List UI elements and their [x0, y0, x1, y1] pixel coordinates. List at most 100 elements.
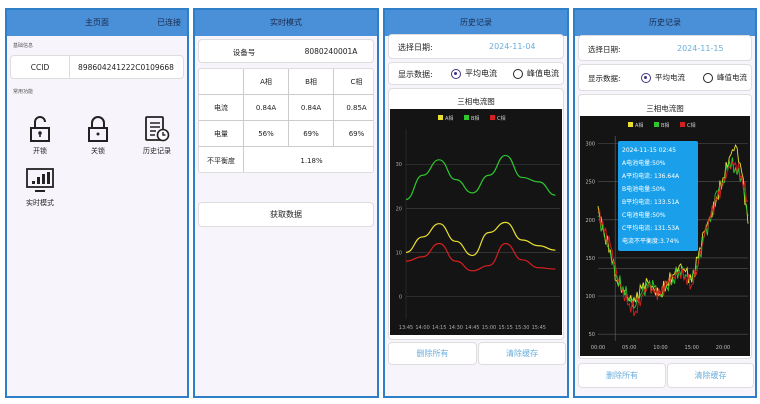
header: 历史记录 [385, 10, 567, 36]
fetch-data-button[interactable]: 获取数据 [198, 202, 374, 227]
table-header-cell: C相 [334, 69, 373, 95]
page-title: 历史记录 [649, 18, 681, 27]
tooltip-line: A电池电量:50% [622, 160, 666, 167]
display-label: 显示数据: [398, 70, 433, 79]
y-tick-label: 250 [585, 180, 595, 186]
table-cell: 电流 [199, 95, 244, 121]
x-tick-label: 14:30 [449, 325, 463, 331]
lock-button[interactable]: 关锁 [73, 116, 123, 156]
date-row: 选择日期: 2024-11-04 [388, 34, 564, 59]
radio-average-label: 平均电流 [655, 73, 685, 82]
x-tick-label: 10:00 [653, 345, 667, 351]
ccid-row: CCID 898604241222C0109668 [10, 55, 184, 79]
chart-card: 三相电流图 A相 B相 C相 50 100 150 200 250 300 00:00 05:00 1… [578, 94, 752, 359]
imbalance-value: 1.18% [300, 156, 323, 165]
history-icon [145, 116, 170, 142]
realtime-button[interactable]: 实时模式 [15, 168, 65, 208]
radio-peak[interactable]: 峰值电流 [703, 72, 747, 83]
radio-average[interactable]: 平均电流 [451, 68, 497, 79]
radio-unchecked-icon [513, 68, 523, 79]
tooltip-line: 电流不平衡度:3.74% [622, 238, 680, 245]
legend-swatch [654, 122, 659, 127]
radio-peak-label: 峰值电流 [717, 73, 747, 82]
y-tick-label: 0 [399, 294, 402, 300]
legend-label: B相 [471, 115, 479, 122]
legend-swatch [438, 115, 443, 120]
radio-peak[interactable]: 峰值电流 [513, 68, 559, 79]
y-tick-label: 100 [585, 294, 595, 300]
unlock-button[interactable]: 开锁 [15, 116, 65, 156]
x-tick-label: 14:45 [465, 325, 479, 331]
tooltip-line: B平均电流: 133.51A [622, 199, 680, 206]
y-tick-label: 200 [585, 218, 595, 224]
y-tick-label: 300 [585, 142, 595, 148]
radio-checked-icon [451, 68, 461, 79]
table-cell: 69% [289, 121, 334, 147]
page-title: 历史记录 [460, 18, 492, 27]
delete-all-button[interactable]: 删除所有 [578, 363, 666, 388]
header: 主页面 已连接 [7, 10, 187, 36]
tooltip-line: C电池电量:50% [622, 212, 666, 219]
delete-all-button[interactable]: 删除所有 [388, 342, 477, 365]
history-button[interactable]: 历史记录 [132, 116, 182, 156]
lock-icon [88, 116, 108, 142]
legend-swatch [628, 122, 633, 127]
legend-label: A相 [445, 115, 453, 122]
table-cell: 0.85A [334, 95, 373, 121]
legend-label: C相 [687, 122, 696, 129]
clear-cache-button[interactable]: 清除缓存 [667, 363, 754, 388]
section-label-basic: 基础信息 [13, 43, 34, 49]
header: 历史记录 [575, 10, 755, 36]
lock-label: 关锁 [91, 147, 105, 155]
date-label: 选择日期: [588, 45, 621, 54]
table-cell: 0.84A [244, 95, 289, 121]
history-screen-1: 历史记录 选择日期: 2024-11-04 显示数据: 平均电流 峰值电流 三相… [383, 8, 569, 398]
chart-card: 三相电流图 A相 B相 C相 0 10 20 30 13:45 14:00 14:15 14:30 1… [388, 88, 564, 340]
clear-cache-button[interactable]: 清除缓存 [478, 342, 566, 365]
series-line-A相 [597, 143, 749, 307]
radio-average-label: 平均电流 [465, 69, 497, 78]
radio-average[interactable]: 平均电流 [641, 72, 685, 83]
y-tick-label: 50 [589, 332, 595, 338]
page-title: 实时模式 [270, 18, 302, 27]
y-tick-label: 20 [396, 206, 402, 212]
table-cell: 0.84A [289, 95, 334, 121]
radio-peak-label: 峰值电流 [527, 69, 559, 78]
device-row: 设备号 8080240001A [198, 39, 374, 63]
chart-title: 三相电流图 [646, 104, 684, 113]
legend-swatch [680, 122, 685, 127]
realtime-label: 实时模式 [26, 199, 54, 207]
display-row: 显示数据: 平均电流 峰值电流 [388, 62, 564, 85]
table-header-cell: A相 [244, 69, 289, 95]
realtime-screen: 实时模式 设备号 8080240001A A相 B相 C相 电流 0.84A 0… [193, 8, 379, 398]
connection-status: 已连接 [157, 18, 181, 27]
date-picker[interactable]: 2024-11-15 [677, 44, 724, 53]
table-header-cell [199, 69, 244, 95]
series-line-A相 [405, 221, 556, 257]
home-screen: 主页面 已连接 基础信息 CCID 898604241222C0109668 常用… [5, 8, 189, 398]
x-tick-label: 14:15 [432, 325, 446, 331]
series-line-C相 [405, 242, 556, 272]
header: 实时模式 [195, 10, 377, 36]
table-header-cell: B相 [289, 69, 334, 95]
ccid-value: 898604241222C0109668 [78, 63, 174, 72]
legend-label: B相 [661, 122, 669, 129]
table-cell: 56% [244, 121, 289, 147]
chart-tooltip: 2024-11-15 02:45 A电池电量:50% A平均电流: 136.64… [618, 141, 698, 251]
date-picker[interactable]: 2024-11-04 [489, 42, 536, 51]
history-screen-2: 历史记录 选择日期: 2024-11-15 显示数据: 平均电流 峰值电流 三相… [573, 8, 757, 398]
tooltip-line: 2024-11-15 02:45 [622, 147, 677, 154]
y-tick-label: 10 [396, 250, 402, 256]
unlock-label: 开锁 [33, 147, 47, 155]
page-title: 主页面 [85, 18, 109, 27]
tooltip-line: C平均电流: 131.53A [622, 225, 680, 232]
history-label: 历史记录 [143, 147, 171, 155]
radio-checked-icon [641, 73, 651, 83]
x-tick-label: 15:00 [482, 325, 496, 331]
date-row: 选择日期: 2024-11-15 [578, 35, 752, 61]
y-tick-label: 30 [396, 162, 402, 168]
phase-table: A相 B相 C相 电流 0.84A 0.84A 0.85A 电量 56% 69%… [198, 68, 374, 173]
ccid-label: CCID [30, 63, 50, 72]
legend-label: A相 [635, 122, 643, 129]
